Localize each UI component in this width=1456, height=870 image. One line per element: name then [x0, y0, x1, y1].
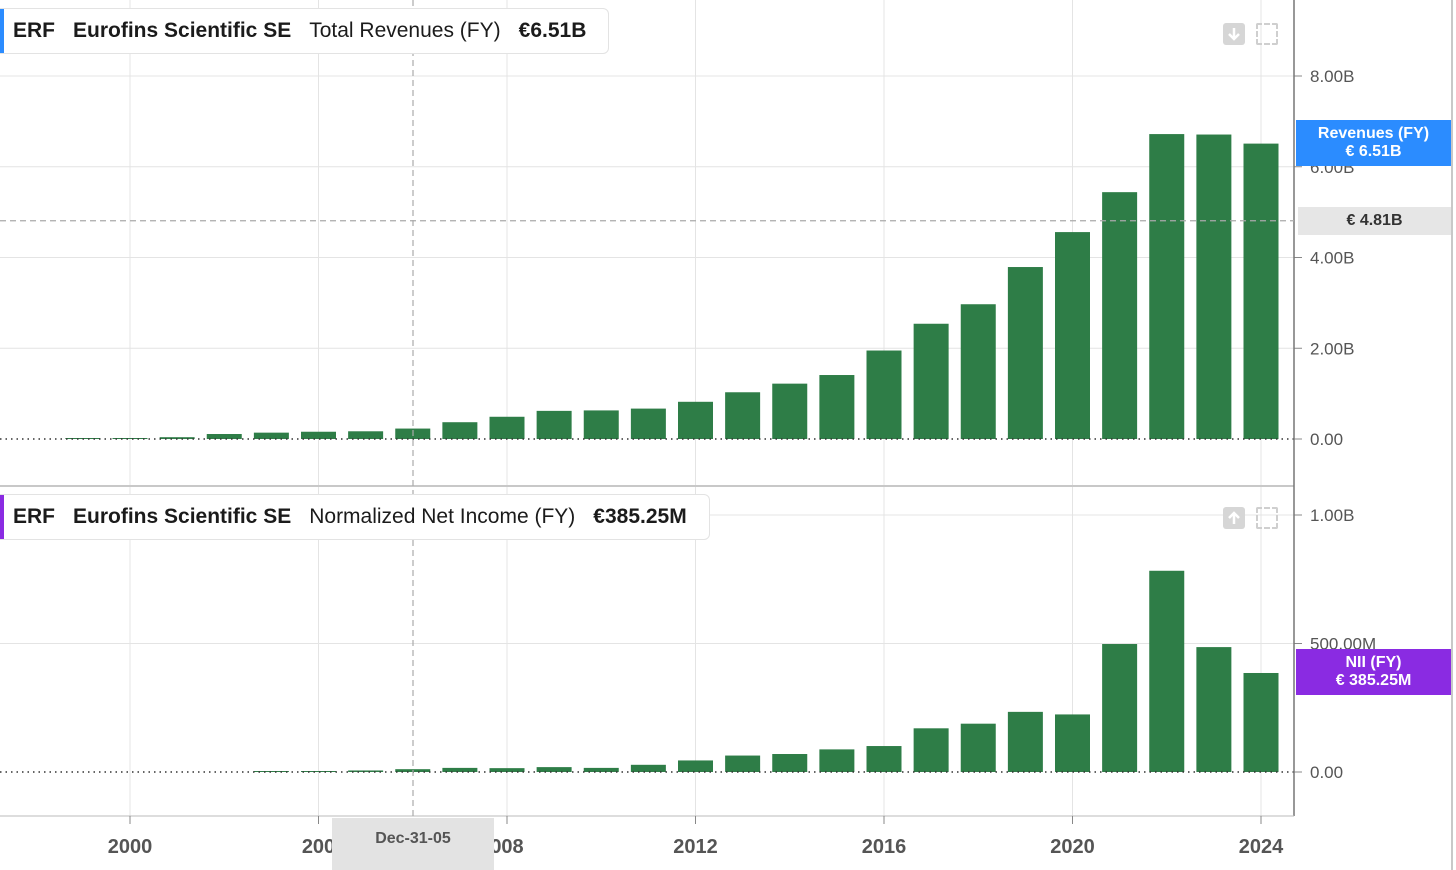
revenues-last-value-badge: Revenues (FY) € 6.51B: [1296, 120, 1451, 166]
bar-2005: [348, 431, 384, 439]
legend-value: €6.51B: [518, 19, 587, 42]
bar-2022: [1149, 134, 1185, 439]
bar-2012: [678, 401, 713, 439]
maximize-pane-icon[interactable]: [1256, 23, 1278, 45]
bar-2020: [1055, 232, 1090, 439]
legend-metric: Total Revenues (FY): [309, 19, 501, 42]
bar-2011: [630, 764, 666, 772]
y-tick-label: 0.00: [1310, 763, 1343, 782]
move-pane-up-icon[interactable]: [1223, 507, 1245, 529]
bar-2003: [253, 432, 289, 439]
bar-2010: [583, 767, 619, 772]
bar-2013: [725, 392, 761, 439]
bar-2016: [866, 746, 902, 772]
y-tick-label: 2.00B: [1310, 339, 1354, 358]
bar-2014: [772, 383, 808, 439]
move-pane-down-icon[interactable]: [1223, 23, 1245, 45]
badge-series-name: NII (FY): [1345, 654, 1402, 671]
crosshair-date-label: Dec-31-05: [332, 818, 494, 870]
bar-2003: [253, 771, 289, 772]
bar-2000: [112, 438, 148, 439]
bar-2015: [819, 749, 855, 772]
legend-company: Eurofins Scientific SE: [73, 505, 292, 528]
x-tick-label: 2000: [108, 836, 153, 858]
bar-2005: [348, 770, 384, 772]
badge-series-value: € 6.51B: [1345, 143, 1402, 160]
legend-company: Eurofins Scientific SE: [73, 19, 292, 42]
x-tick-label: 2020: [1050, 836, 1095, 858]
bar-2004: [301, 771, 336, 772]
bar-2007: [442, 422, 478, 439]
x-tick-label: 008: [490, 836, 523, 858]
nii-last-value-badge: NII (FY) € 385.25M: [1296, 649, 1451, 695]
badge-series-name: Revenues (FY): [1317, 125, 1430, 142]
series-color-marker: [0, 495, 4, 539]
legend-metric: Normalized Net Income (FY): [309, 505, 576, 528]
maximize-pane-icon[interactable]: [1256, 507, 1278, 529]
bar-2002: [206, 434, 242, 439]
y-tick-label: 500.00M: [1310, 635, 1376, 654]
revenues-bars: [65, 134, 1279, 439]
bar-2011: [630, 408, 666, 439]
bar-2021: [1102, 644, 1138, 772]
bar-2015: [819, 375, 855, 439]
x-tick-label: 2012: [673, 836, 718, 858]
legend-ticker: ERF: [13, 19, 55, 42]
bar-2019: [1007, 711, 1043, 772]
bar-2007: [442, 767, 478, 772]
bar-2014: [772, 754, 808, 772]
bar-2021: [1102, 192, 1138, 439]
legend-nii[interactable]: ERF Eurofins Scientific SE Normalized Ne…: [0, 494, 710, 540]
bar-2004: [301, 431, 336, 439]
x-tick-label: 2016: [862, 836, 907, 858]
x-axis-tick-labels: 2000 200 008 2012 2016 2020 2024: [108, 836, 1284, 858]
bar-2017: [913, 323, 949, 439]
bar-2009: [536, 767, 572, 772]
legend-revenues[interactable]: ERF Eurofins Scientific SE Total Revenue…: [0, 8, 610, 54]
series-color-marker: [0, 9, 4, 53]
bar-2023: [1196, 134, 1232, 439]
bar-2001: [159, 437, 195, 439]
bar-2008: [489, 768, 525, 772]
crosshair-value-label: € 4.81B: [1298, 207, 1451, 235]
badge-series-value: € 385.25M: [1335, 672, 1412, 689]
bar-2012: [678, 760, 713, 772]
legend-value: €385.25M: [593, 505, 687, 528]
bar-2018: [960, 304, 996, 439]
nii-bars: [253, 570, 1279, 772]
bar-2013: [725, 755, 761, 772]
x-tick-label: 2024: [1239, 836, 1284, 858]
bar-2019: [1007, 267, 1043, 439]
bar-2023: [1196, 647, 1232, 772]
y-tick-label: 1.00B: [1310, 506, 1354, 525]
y-tick-label: 8.00B: [1310, 67, 1354, 86]
bar-2016: [866, 350, 902, 439]
y-tick-label: 0.00: [1310, 430, 1343, 449]
bar-2020: [1055, 714, 1090, 772]
bar-2022: [1149, 570, 1185, 772]
x-tick-label: 200: [302, 836, 335, 858]
bar-2018: [960, 723, 996, 772]
legend-ticker: ERF: [13, 505, 55, 528]
bar-2017: [913, 728, 949, 772]
gridlines: [0, 0, 1294, 816]
bar-2024: [1243, 672, 1279, 772]
bar-2009: [536, 410, 572, 439]
y-tick-label: 4.00B: [1310, 249, 1354, 268]
bar-2024: [1243, 143, 1279, 439]
bar-2008: [489, 416, 525, 439]
bar-2010: [583, 410, 619, 439]
